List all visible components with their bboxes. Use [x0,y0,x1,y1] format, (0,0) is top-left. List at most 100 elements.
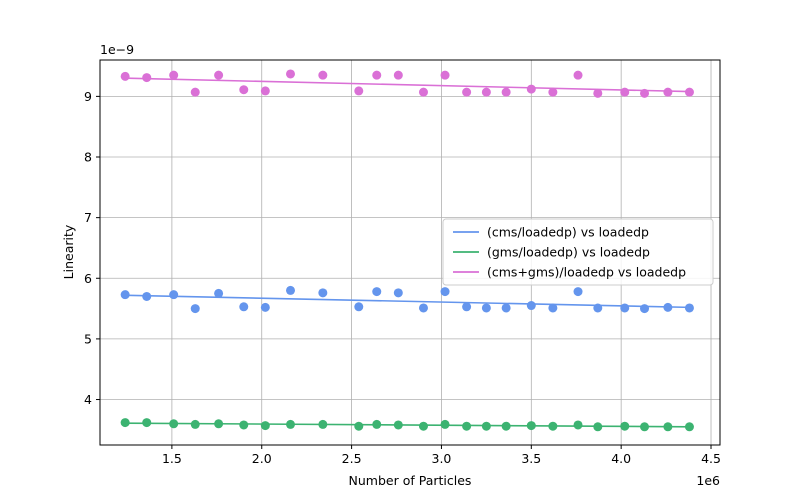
data-point-series-3 [354,86,364,96]
data-point-series-2 [372,419,382,429]
data-point-series-3 [640,88,650,98]
data-point-series-2 [142,418,152,428]
y-tick-label: 8 [84,150,92,165]
data-point-series-1 [620,303,630,313]
data-point-series-3 [526,84,536,94]
data-point-series-2 [285,419,295,429]
data-point-series-2 [593,422,603,432]
data-point-series-3 [501,87,511,97]
y-tick-label: 6 [84,271,92,286]
data-point-series-3 [393,70,403,80]
data-point-series-3 [481,87,491,97]
data-point-series-3 [663,87,673,97]
fit-line-series-1 [125,294,690,309]
legend-label-series-3: (cms+gms)/loadedp vs loadedp [487,265,686,280]
data-point-series-3 [440,70,450,80]
data-point-series-2 [440,419,450,429]
x-tick-label: 4.5 [701,451,721,466]
data-point-series-2 [548,421,558,431]
data-point-series-3 [620,87,630,97]
data-point-series-1 [214,288,224,298]
data-point-series-1 [663,302,673,312]
data-point-series-2 [418,421,428,431]
data-point-series-2 [663,422,673,432]
data-point-series-1 [573,287,583,297]
data-point-series-2 [684,422,694,432]
data-point-series-3 [684,87,694,97]
x-tick-label: 4.0 [611,451,631,466]
y-ticks: 4 5 6 7 8 9 [84,89,100,407]
data-point-series-3 [318,70,328,80]
data-point-series-1 [318,288,328,298]
data-point-series-3 [239,85,249,95]
data-point-series-2 [481,421,491,431]
data-point-series-2 [169,419,179,429]
x-tick-label: 2.5 [342,451,362,466]
data-point-series-2 [526,421,536,431]
data-point-series-1 [354,302,364,312]
data-point-series-1 [548,303,558,313]
data-point-series-1 [440,287,450,297]
data-point-series-3 [418,87,428,97]
legend-label-series-1: (cms/loadedp) vs loadedp [487,225,649,240]
data-point-series-3 [214,70,224,80]
x-tick-label: 3.5 [521,451,541,466]
y-tick-label: 4 [84,392,92,407]
x-axis-label: Number of Particles [349,473,472,488]
plot-frame [99,59,721,446]
data-point-series-3 [169,70,179,80]
data-point-series-3 [593,88,603,98]
data-point-series-1 [239,302,249,312]
data-point-series-2 [640,422,650,432]
legend-label-series-2: (gms/loadedp) vs loadedp [487,245,650,260]
data-point-series-2 [318,419,328,429]
data-point-series-1 [393,288,403,298]
data-point-series-3 [462,87,472,97]
data-point-series-1 [526,301,536,311]
data-point-series-3 [120,71,130,81]
y-scale-label: 1e−9 [100,42,134,57]
data-point-series-1 [120,290,130,300]
data-point-series-1 [462,302,472,312]
data-points [120,69,694,432]
data-point-series-2 [190,419,200,429]
x-tick-label: 3.0 [432,451,452,466]
data-point-series-1 [190,304,200,314]
y-tick-label: 9 [84,89,92,104]
data-point-series-2 [260,421,270,431]
data-point-series-2 [501,421,511,431]
y-tick-label: 7 [84,210,92,225]
data-point-series-1 [481,303,491,313]
data-point-series-2 [573,420,583,430]
data-point-series-2 [620,421,630,431]
x-scale-label: 1e6 [696,473,720,488]
data-point-series-2 [354,421,364,431]
data-point-series-1 [501,303,511,313]
legend: (cms/loadedp) vs loadedp (gms/loadedp) vs… [442,218,714,286]
fit-line-series-3 [125,77,690,93]
data-point-series-1 [372,287,382,297]
data-point-series-3 [372,70,382,80]
data-point-series-1 [418,303,428,313]
data-point-series-1 [593,303,603,313]
data-point-series-2 [214,419,224,429]
data-point-series-1 [169,290,179,300]
x-tick-label: 2.0 [252,451,272,466]
data-point-series-3 [190,87,200,97]
data-point-series-3 [285,69,295,79]
data-point-series-2 [120,418,130,428]
y-axis-label: Linearity [61,224,76,279]
x-ticks: 1.5 2.0 2.5 3.0 3.5 4.0 4.5 [162,445,721,466]
data-point-series-3 [260,86,270,96]
fit-line-series-2 [125,422,690,428]
x-tick-label: 1.5 [162,451,182,466]
data-point-series-3 [548,87,558,97]
data-point-series-2 [462,421,472,431]
data-point-series-1 [285,285,295,295]
data-point-series-2 [393,420,403,430]
data-point-series-1 [640,304,650,314]
data-point-series-1 [684,303,694,313]
legend-box [442,218,714,286]
data-point-series-3 [142,73,152,83]
